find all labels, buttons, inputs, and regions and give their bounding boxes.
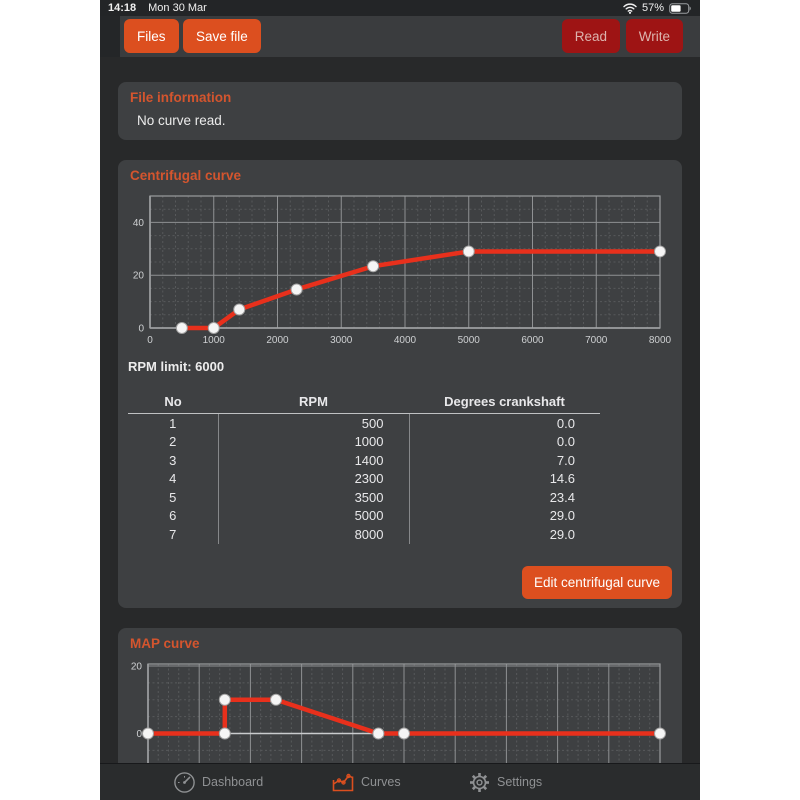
curves-icon bbox=[331, 771, 355, 793]
svg-text:1000: 1000 bbox=[203, 335, 226, 346]
table-cell: 29.0 bbox=[408, 506, 600, 525]
table-cell: 6 bbox=[169, 508, 177, 524]
table-cell: 2300 bbox=[217, 469, 409, 488]
gear-icon bbox=[468, 771, 491, 794]
table-cell: 3500 bbox=[217, 488, 409, 507]
battery-percent: 57% bbox=[641, 2, 664, 14]
status-date: Mon 30 Mar bbox=[148, 2, 207, 14]
wifi-icon bbox=[623, 2, 637, 14]
table-cell: 1000 bbox=[217, 432, 409, 451]
table-cell: 8000 bbox=[217, 525, 409, 544]
centrifugal-table-head: No RPM Degrees crankshaft bbox=[128, 389, 600, 414]
file-information-title: File information bbox=[130, 90, 232, 105]
table-cell: 5 bbox=[169, 489, 177, 505]
write-button[interactable]: Write bbox=[625, 19, 683, 53]
tab-dashboard-label: Dashboard bbox=[202, 775, 264, 789]
table-cell: 7.0 bbox=[408, 451, 600, 470]
table-row: 7 8000 29.0 bbox=[128, 525, 600, 544]
svg-text:40: 40 bbox=[133, 218, 145, 229]
file-information-message: No curve read. bbox=[137, 113, 226, 128]
table-header: Degrees crankshaft bbox=[409, 389, 600, 414]
table-cell: 0.0 bbox=[408, 413, 600, 433]
centrifugal-table-body: 1 500 0.0 2 1000 0.0 3 1400 7.0 4 2300 14.6 5 3500 23.… bbox=[128, 413, 600, 544]
table-header: RPM bbox=[218, 389, 409, 414]
svg-text:8000: 8000 bbox=[649, 335, 672, 346]
svg-text:20: 20 bbox=[133, 271, 145, 282]
map-curve-card: MAP curve 0 20 bbox=[118, 628, 682, 763]
svg-text:0: 0 bbox=[147, 335, 153, 346]
gauge-icon bbox=[173, 771, 196, 794]
tab-settings[interactable]: Settings bbox=[468, 764, 542, 800]
svg-text:6000: 6000 bbox=[521, 335, 544, 346]
tab-dashboard[interactable]: Dashboard bbox=[173, 764, 263, 800]
table-row: 1 500 0.0 bbox=[128, 413, 600, 433]
tab-curves[interactable]: Curves bbox=[331, 764, 401, 800]
centrifugal-table: No RPM Degrees crankshaft 1 500 0.0 2 1000 0.0 3… bbox=[128, 389, 600, 544]
svg-text:2000: 2000 bbox=[266, 335, 289, 346]
tab-settings-label: Settings bbox=[497, 775, 543, 789]
toolbar: Files Save file Read Write bbox=[120, 16, 700, 57]
svg-text:0: 0 bbox=[138, 324, 144, 335]
table-cell: 29.0 bbox=[408, 525, 600, 544]
table-cell: 0.0 bbox=[408, 432, 600, 451]
svg-text:20: 20 bbox=[131, 662, 143, 673]
save-file-button[interactable]: Save file bbox=[183, 19, 261, 53]
svg-text:3000: 3000 bbox=[330, 335, 353, 346]
centrifugal-curve-card: Centrifugal curve 0 1000 2000 3000 4000 5000 6… bbox=[118, 160, 682, 608]
table-row: 4 2300 14.6 bbox=[128, 469, 600, 488]
centrifugal-curve-title: Centrifugal curve bbox=[130, 168, 242, 183]
map-curve-chart: 0 20 bbox=[131, 662, 666, 763]
svg-text:5000: 5000 bbox=[458, 335, 481, 346]
table-cell: 500 bbox=[217, 413, 409, 433]
table-cell: 7 bbox=[169, 526, 177, 542]
tab-curves-label: Curves bbox=[361, 775, 401, 789]
edit-centrifugal-curve-button[interactable]: Edit centrifugal curve bbox=[521, 566, 672, 599]
table-cell: 2 bbox=[169, 434, 177, 450]
centrifugal-curve-chart: 0 1000 2000 3000 4000 5000 6000 7000 8000 0 20 40 bbox=[133, 195, 672, 346]
tab-bar: Dashboard Curves bbox=[100, 763, 700, 800]
table-row: 5 3500 23.4 bbox=[128, 488, 600, 507]
read-button[interactable]: Read bbox=[561, 19, 620, 53]
table-row: 6 5000 29.0 bbox=[128, 506, 600, 525]
app-window: 14:18 Mon 30 Mar 57% bbox=[100, 0, 700, 800]
table-cell: 1400 bbox=[217, 451, 409, 470]
svg-text:7000: 7000 bbox=[585, 335, 608, 346]
files-button[interactable]: Files bbox=[124, 19, 179, 53]
status-bar: 14:18 Mon 30 Mar 57% bbox=[100, 0, 700, 16]
content-scroll-area[interactable]: File information No curve read. Centrifu… bbox=[100, 57, 700, 763]
table-cell: 5000 bbox=[217, 506, 409, 525]
table-header: No bbox=[128, 389, 218, 414]
table-cell: 4 bbox=[169, 471, 177, 487]
table-cell: 3 bbox=[169, 452, 177, 468]
table-cell: 1 bbox=[169, 415, 177, 431]
table-cell: 14.6 bbox=[408, 469, 600, 488]
table-cell: 23.4 bbox=[408, 488, 600, 507]
rpm-limit-label: RPM limit: 6000 bbox=[128, 359, 225, 374]
table-row: 3 1400 7.0 bbox=[128, 451, 600, 470]
map-curve-title: MAP curve bbox=[130, 636, 200, 651]
status-time: 14:18 bbox=[108, 2, 137, 14]
battery-icon bbox=[669, 2, 692, 14]
svg-text:0: 0 bbox=[136, 729, 142, 740]
file-information-card: File information No curve read. bbox=[118, 82, 682, 140]
table-row: 2 1000 0.0 bbox=[128, 432, 600, 451]
svg-text:4000: 4000 bbox=[394, 335, 417, 346]
